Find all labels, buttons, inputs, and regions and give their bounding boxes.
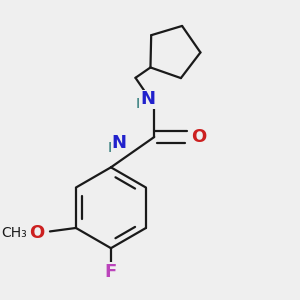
Text: H: H	[108, 141, 120, 155]
Text: H: H	[135, 97, 147, 111]
Text: N: N	[140, 91, 155, 109]
Text: O: O	[191, 128, 206, 146]
Text: N: N	[112, 134, 127, 152]
Text: F: F	[105, 263, 117, 281]
Text: O: O	[29, 224, 45, 242]
Text: CH₃: CH₃	[2, 226, 27, 240]
